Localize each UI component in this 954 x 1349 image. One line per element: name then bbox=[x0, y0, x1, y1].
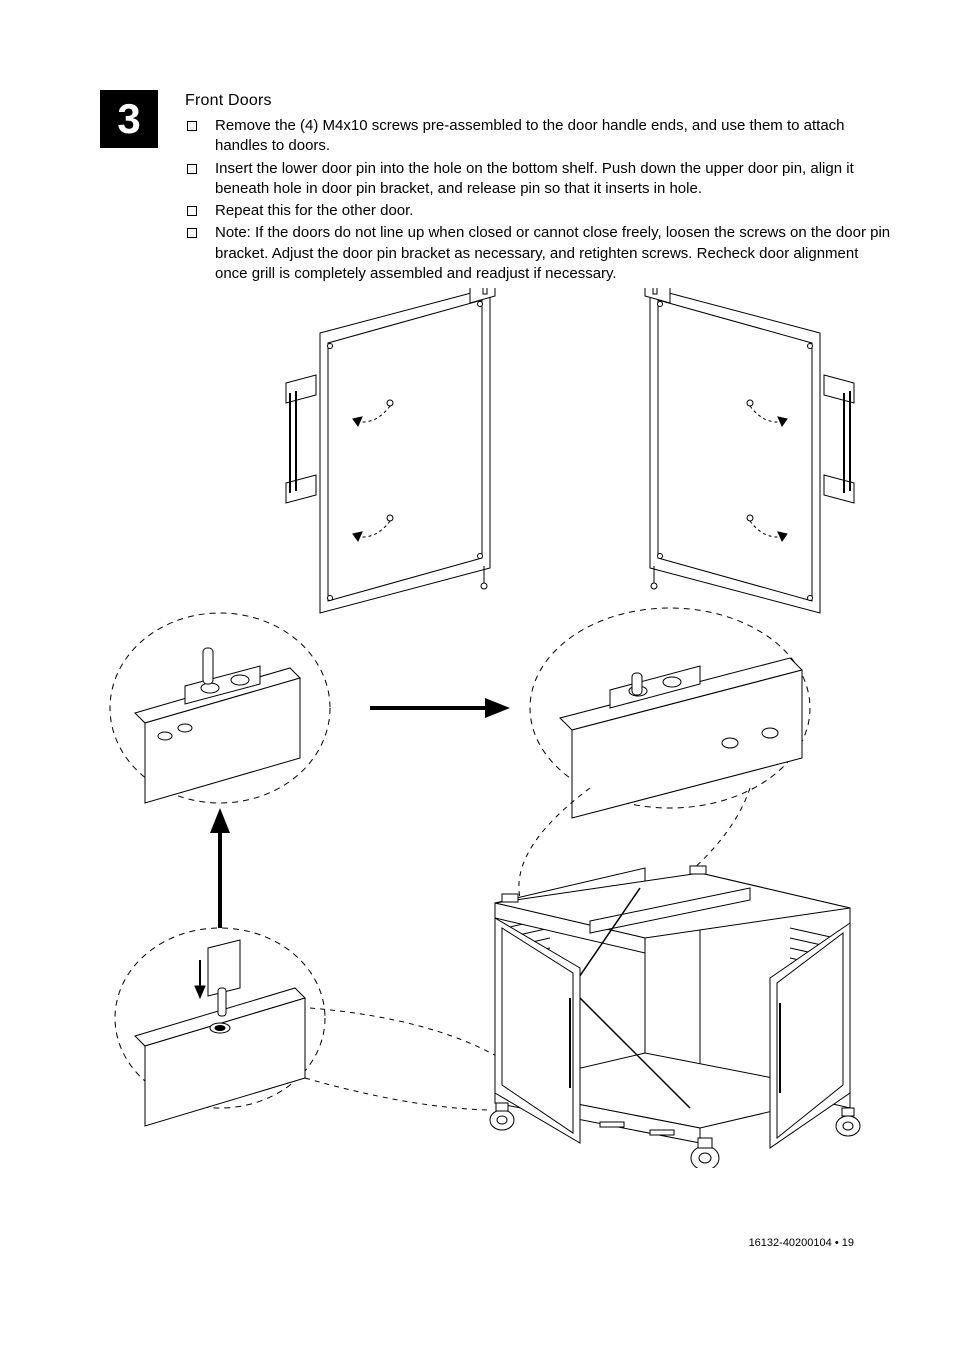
detail-top-pin-left bbox=[110, 613, 330, 803]
arrow-upward bbox=[210, 808, 230, 928]
detail-bottom-pin bbox=[115, 928, 325, 1126]
cart-assembly bbox=[490, 866, 860, 1168]
leader-line bbox=[305, 1078, 490, 1110]
left-door bbox=[286, 288, 495, 613]
step-number-badge: 3 bbox=[100, 90, 158, 148]
step-title: Front Doors bbox=[185, 92, 894, 110]
footer-doc-number: 16132-40200104 bbox=[749, 1237, 832, 1249]
checklist-item: Remove the (4) M4x10 screws pre-assemble… bbox=[185, 116, 894, 157]
arrow-left-to-right bbox=[370, 698, 510, 718]
diagram-svg bbox=[90, 288, 890, 1168]
step-number: 3 bbox=[117, 95, 140, 143]
checklist-item: Insert the lower door pin into the hole … bbox=[185, 159, 894, 200]
page-footer: 16132-40200104 • 19 bbox=[749, 1237, 854, 1249]
footer-separator: • bbox=[835, 1237, 839, 1249]
checklist-item: Repeat this for the other door. bbox=[185, 201, 894, 221]
assembly-diagram bbox=[90, 288, 894, 1259]
footer-page-number: 19 bbox=[842, 1237, 854, 1249]
checklist-item: Note: If the doors do not line up when c… bbox=[185, 223, 894, 284]
step-content: Front Doors Remove the (4) M4x10 screws … bbox=[185, 92, 894, 286]
leader-line bbox=[310, 1008, 500, 1058]
right-door bbox=[645, 288, 854, 613]
manual-page: 3 Front Doors Remove the (4) M4x10 screw… bbox=[0, 0, 954, 1349]
detail-top-pin-right bbox=[530, 608, 810, 818]
step-checklist: Remove the (4) M4x10 screws pre-assemble… bbox=[185, 116, 894, 284]
